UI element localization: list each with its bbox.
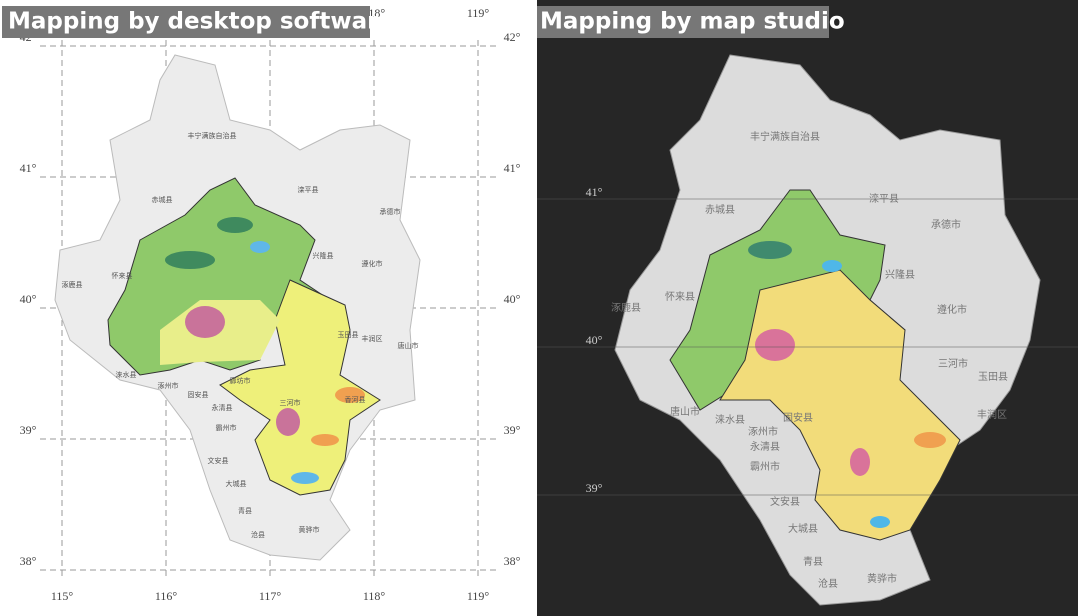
urban-area <box>850 448 870 476</box>
place-label: 大城县 <box>226 479 247 488</box>
urban-area <box>185 306 225 338</box>
place-label: 永清县 <box>212 403 233 412</box>
place-label: 丰润区 <box>362 334 383 343</box>
lat-label: 38° <box>20 554 37 568</box>
place-label: 承德市 <box>931 218 961 231</box>
place-label: 沧县 <box>251 530 265 539</box>
orange-patch <box>335 387 365 403</box>
place-label: 青县 <box>803 555 823 568</box>
place-label: 玉田县 <box>338 331 359 339</box>
place-label: 兴隆县 <box>313 251 334 260</box>
urban-area <box>755 329 795 361</box>
place-label: 永清县 <box>750 440 780 453</box>
place-label: 沧县 <box>818 577 838 590</box>
lat-label: 39° <box>586 481 603 495</box>
title-background <box>537 6 829 38</box>
place-label: 赤城县 <box>705 204 735 216</box>
place-label: 滦平县 <box>298 185 319 194</box>
place-label: 文安县 <box>770 495 800 508</box>
place-label: 三河市 <box>280 398 301 407</box>
forest-patch <box>217 217 253 233</box>
orange-patch <box>914 432 946 448</box>
place-label: 怀来县 <box>665 291 695 303</box>
lon-label: 119° <box>467 589 490 603</box>
place-label: 大城县 <box>788 522 818 535</box>
urban-area <box>276 408 300 436</box>
lat-label: 39° <box>504 423 521 437</box>
place-label: 玉田县 <box>978 371 1008 383</box>
lon-label: 115° <box>51 589 74 603</box>
water <box>870 516 890 528</box>
lat-label: 41° <box>20 161 37 175</box>
place-label: 黄骅市 <box>867 572 897 585</box>
lon-label: 117° <box>259 589 282 603</box>
lon-label: 116° <box>155 589 178 603</box>
place-label: 文安县 <box>208 456 229 465</box>
lon-label: 118° <box>363 589 386 603</box>
place-label: 香河县 <box>345 395 366 404</box>
place-label: 霸州市 <box>216 423 237 432</box>
place-label: 滦平县 <box>869 192 899 205</box>
place-label: 遵化市 <box>937 303 967 316</box>
tianjin-area <box>219 279 381 496</box>
water <box>822 260 842 272</box>
place-label: 霸州市 <box>750 460 780 473</box>
lat-label: 41° <box>504 161 521 175</box>
place-label: 青县 <box>238 506 252 515</box>
place-label: 黄骅市 <box>299 525 320 534</box>
place-label: 涿鹿县 <box>62 280 83 289</box>
place-label: 丰宁满族自治县 <box>188 131 237 140</box>
lat-label: 40° <box>504 292 521 306</box>
lat-label: 40° <box>586 333 603 347</box>
place-label: 丰润区 <box>977 408 1007 421</box>
water <box>250 241 270 253</box>
water <box>291 472 319 484</box>
place-label: 丰宁满族自治县 <box>750 130 820 143</box>
forest-patch <box>748 241 792 259</box>
forest-patch <box>165 251 215 269</box>
lat-label: 40° <box>20 292 37 306</box>
lat-label: 38° <box>504 554 521 568</box>
panel-title: Mapping by desktop software <box>8 9 394 35</box>
place-label: 涿州市 <box>748 425 778 438</box>
orange-patch <box>311 434 339 446</box>
lat-label: 42° <box>504 30 521 44</box>
lon-label: 119° <box>467 6 490 20</box>
place-label: 廊坊市 <box>230 376 251 385</box>
place-label: 遵化市 <box>362 259 383 268</box>
place-label: 涞水县 <box>116 370 137 379</box>
lat-label: 41° <box>586 185 603 199</box>
title-background <box>2 6 370 38</box>
place-label: 赤城县 <box>152 196 173 204</box>
lat-label: 39° <box>20 423 37 437</box>
place-label: 涿鹿县 <box>611 301 641 314</box>
place-label: 涿州市 <box>158 381 179 390</box>
place-label: 固安县 <box>783 411 813 424</box>
place-label: 怀来县 <box>112 271 133 280</box>
panel-title: Mapping by map studio <box>540 9 845 35</box>
place-label: 三河市 <box>938 357 968 370</box>
place-label: 唐山市 <box>398 341 419 350</box>
place-label: 兴隆县 <box>885 268 915 281</box>
place-label: 固安县 <box>188 390 209 399</box>
place-label: 唐山市 <box>670 405 700 418</box>
place-label: 涞水县 <box>715 414 745 426</box>
place-label: 承德市 <box>380 207 401 216</box>
